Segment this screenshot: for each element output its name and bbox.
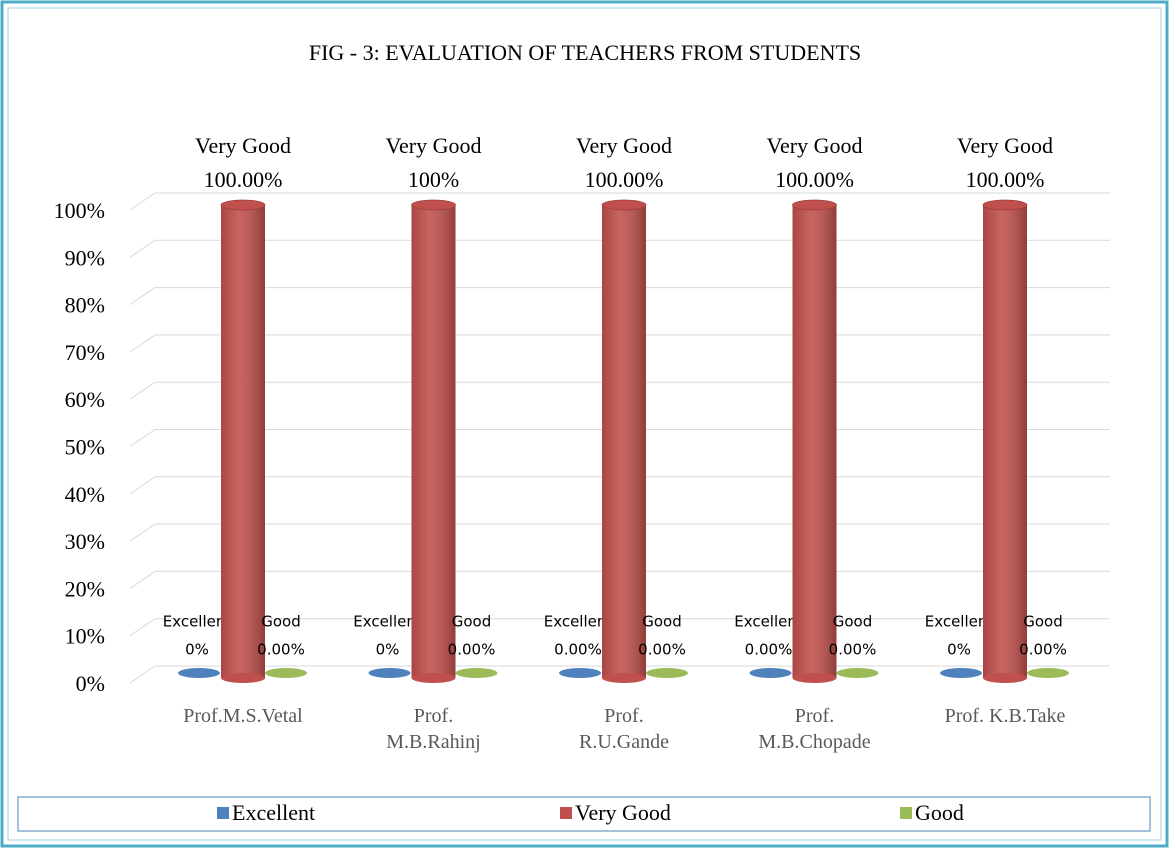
bar [559, 668, 601, 678]
y-tick-label: 40% [65, 482, 105, 507]
data-label: 0.00% [1019, 641, 1067, 659]
y-tick-label: 80% [65, 293, 105, 318]
x-tick-label: Prof. K.B.Take [944, 705, 1066, 727]
data-label-name: Very Good [767, 133, 863, 158]
bar-top [792, 199, 837, 211]
grid-line [129, 287, 156, 306]
data-label: 0.00% [829, 641, 877, 659]
data-label: 100.00% [204, 167, 283, 192]
data-label: 0.00% [448, 641, 496, 659]
bar-shade [602, 205, 646, 678]
legend-box [17, 796, 1151, 832]
x-tick-label: Prof. M.B.Rahinj [386, 705, 481, 753]
y-tick-label: 50% [65, 435, 105, 460]
bar [178, 668, 220, 678]
data-label: 0.00% [745, 641, 793, 659]
bar [455, 668, 498, 678]
bar-top [601, 199, 647, 211]
data-label: 0% [376, 641, 400, 659]
bar-shade [983, 205, 1027, 678]
bar-base [792, 673, 837, 683]
bar [749, 668, 792, 678]
data-label-name: Excellent [925, 613, 994, 631]
bar-base [411, 673, 456, 683]
legend-label: Excellent [232, 800, 315, 825]
grid-line [129, 334, 156, 353]
data-label-name: Excellent [163, 613, 232, 631]
bar-top [982, 199, 1028, 211]
data-label: 0.00% [257, 641, 305, 659]
grid-line [129, 523, 156, 542]
legend-label: Good [915, 800, 964, 825]
bar-top [220, 199, 266, 211]
y-tick-label: 30% [65, 529, 105, 554]
data-label-name: Good [1023, 613, 1063, 631]
bar [646, 668, 688, 678]
grid-line [129, 429, 156, 447]
legend-swatch [900, 807, 912, 819]
y-tick-label: 70% [65, 340, 105, 365]
bar-base [983, 673, 1027, 683]
y-tick-label: 60% [65, 387, 105, 412]
data-label-name: Good [833, 613, 873, 631]
data-label-name: Very Good [195, 133, 291, 158]
data-label: 0% [947, 641, 971, 659]
bar-top [411, 199, 456, 211]
legend-swatch [560, 807, 572, 819]
grid-line [129, 381, 156, 400]
data-label-name: Very Good [576, 133, 672, 158]
bar [265, 668, 307, 678]
grid-line [129, 665, 156, 684]
data-label-name: Very Good [957, 133, 1053, 158]
grid-line [129, 476, 156, 495]
data-label-name: Good [261, 613, 301, 631]
grid-line [129, 192, 156, 211]
grid-line [129, 570, 156, 589]
y-tick-label: 100% [54, 198, 105, 223]
data-label: 100% [408, 167, 459, 192]
chart-title: FIG - 3: EVALUATION OF TEACHERS FROM STU… [309, 40, 861, 65]
x-tick-label: Prof. M.B.Chopade [758, 705, 871, 753]
data-label: 0.00% [554, 641, 602, 659]
y-tick-label: 10% [65, 624, 105, 649]
bar [836, 668, 879, 678]
bar [940, 668, 982, 678]
y-tick-label: 20% [65, 576, 105, 601]
data-label: 0.00% [638, 641, 686, 659]
x-tick-label: Prof.M.S.Vetal [183, 705, 303, 727]
grid-line [129, 239, 156, 258]
data-label-name: Good [642, 613, 682, 631]
data-label: 100.00% [775, 167, 854, 192]
y-tick-label: 0% [76, 671, 105, 696]
grid-line [129, 618, 156, 637]
bar-shade [221, 205, 265, 678]
data-label: 100.00% [585, 167, 664, 192]
bar-base [221, 673, 265, 683]
bar [368, 668, 411, 678]
data-label-name: Good [452, 613, 492, 631]
x-tick-label: Prof. R.U.Gande [579, 705, 669, 753]
data-label-name: Excellent [353, 613, 422, 631]
bar [1027, 668, 1069, 678]
legend-swatch [217, 807, 229, 819]
data-label-name: Very Good [386, 133, 482, 158]
legend-label: Very Good [575, 800, 671, 825]
inner-frame [7, 7, 1162, 841]
bar-base [602, 673, 646, 683]
bar-shade [792, 205, 837, 678]
data-label: 100.00% [966, 167, 1045, 192]
data-label: 0% [185, 641, 209, 659]
data-label-name: Excellent [544, 613, 613, 631]
bar-shade [411, 205, 456, 678]
data-label-name: Excellent [734, 613, 803, 631]
y-tick-label: 90% [65, 245, 105, 270]
